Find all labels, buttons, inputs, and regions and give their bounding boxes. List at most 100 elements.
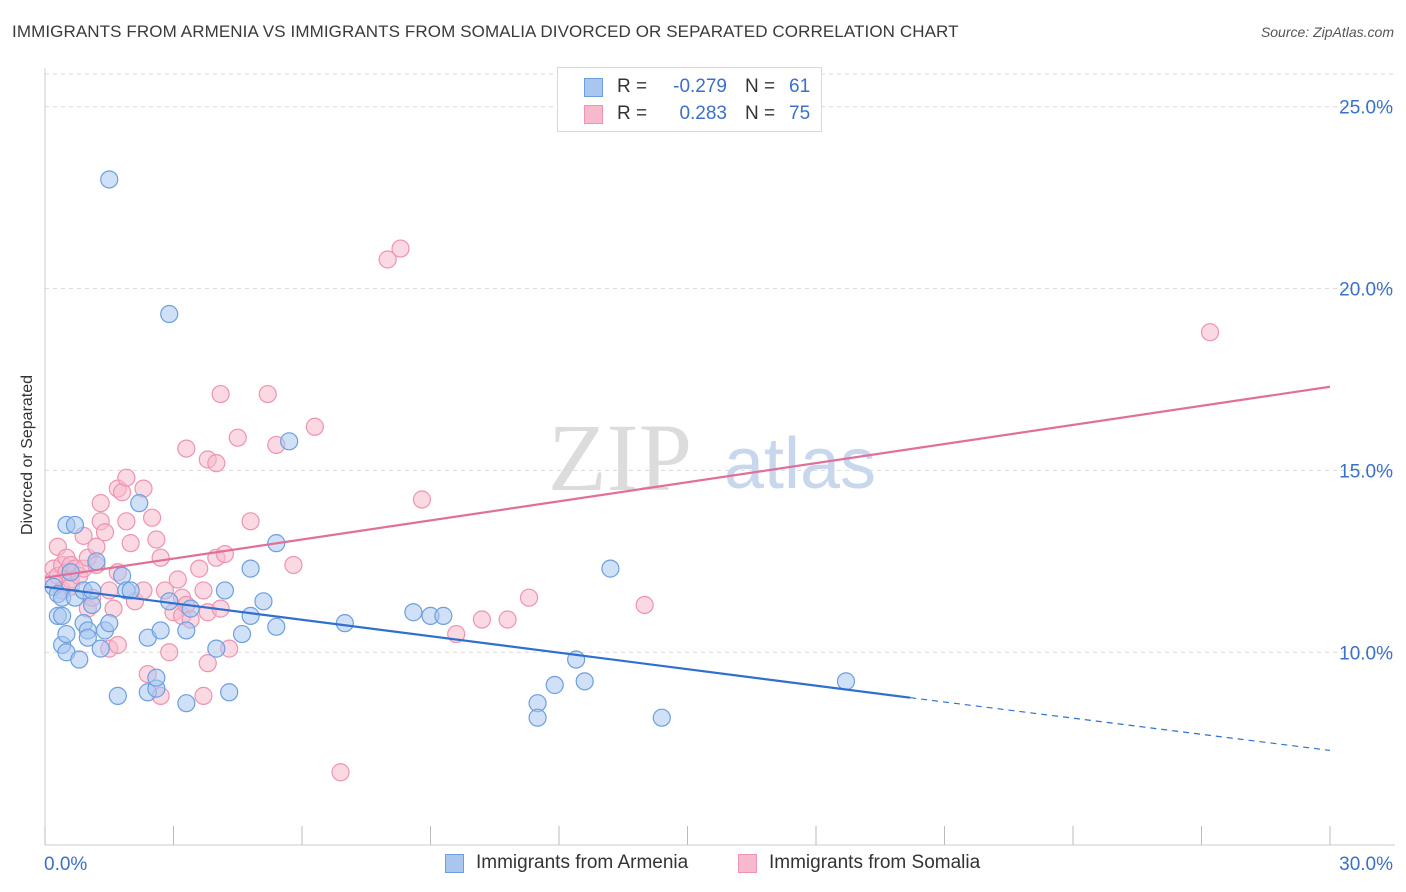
- point-somalia: [519, 588, 539, 607]
- source-label: Source: ZipAtlas.com: [1260, 24, 1394, 40]
- legend-r-label: R =: [617, 103, 648, 124]
- point-armenia: [160, 304, 179, 324]
- legend-swatch-armenia: [584, 77, 603, 97]
- point-armenia: [151, 621, 170, 640]
- trend-line-armenia-extension: [910, 697, 1331, 752]
- trend-line-somalia: [44, 385, 1331, 579]
- legend-r-value-somalia: 0.283: [679, 103, 727, 124]
- point-armenia: [91, 639, 110, 658]
- point-armenia: [575, 672, 594, 691]
- point-armenia: [100, 170, 119, 189]
- watermark-atlas: atlas: [724, 424, 876, 504]
- point-armenia: [83, 581, 102, 600]
- y-tick-label: 15.0%: [1339, 461, 1393, 482]
- point-somalia: [91, 494, 110, 513]
- point-somalia: [194, 581, 213, 600]
- point-armenia: [335, 614, 354, 633]
- point-somalia: [168, 570, 187, 589]
- series-armenia-points: [44, 170, 856, 727]
- point-armenia: [241, 559, 260, 578]
- bottom-legend-label-somalia: Immigrants from Somalia: [769, 852, 981, 873]
- point-somalia: [258, 384, 277, 404]
- point-armenia: [545, 675, 564, 695]
- point-armenia: [207, 639, 226, 658]
- point-armenia: [652, 708, 671, 727]
- axis-layer: [44, 68, 1395, 846]
- point-somalia: [160, 643, 179, 662]
- legend-n-label: N =: [745, 103, 776, 124]
- legend-n-label: N =: [745, 76, 776, 97]
- x-tick-label: 0.0%: [44, 854, 87, 875]
- point-armenia: [232, 624, 252, 644]
- point-somalia: [117, 512, 136, 531]
- point-somalia: [95, 523, 115, 542]
- legend-row-somalia: R = 0.283 N = 75: [558, 101, 810, 127]
- bottom-legend-swatch-somalia: [738, 853, 757, 873]
- point-somalia: [147, 530, 166, 549]
- point-armenia: [528, 708, 547, 727]
- point-somalia: [194, 686, 213, 705]
- tick-labels: 10.0% 15.0% 20.0% 25.0% 0.0% 30.0%: [44, 98, 1393, 875]
- y-tick-label: 10.0%: [1339, 643, 1393, 664]
- point-somalia: [211, 384, 230, 404]
- legend-r-label: R =: [617, 76, 648, 97]
- point-somalia: [228, 428, 247, 447]
- chart-title: IMMIGRANTS FROM ARMENIA VS IMMIGRANTS FR…: [12, 22, 959, 41]
- point-armenia: [181, 599, 200, 618]
- bottom-legend: Immigrants from Armenia Immigrants from …: [0, 852, 1406, 878]
- point-armenia: [836, 672, 856, 691]
- point-somalia: [635, 595, 654, 615]
- legend-box: R = -0.279 N = 61 R = 0.283 N = 75: [557, 67, 822, 132]
- trend-lines: [44, 385, 1331, 752]
- legend-r-value-armenia: -0.279: [673, 76, 727, 97]
- bottom-legend-armenia: Immigrants from Armenia: [445, 852, 688, 874]
- point-somalia: [117, 468, 136, 487]
- watermark-zip: ZIP: [548, 404, 692, 511]
- bottom-legend-somalia: Immigrants from Somalia: [738, 852, 980, 874]
- point-somalia: [142, 508, 162, 527]
- point-somalia: [498, 610, 517, 629]
- y-tick-label: 25.0%: [1339, 98, 1393, 119]
- point-armenia: [220, 683, 239, 702]
- bottom-legend-swatch-armenia: [445, 853, 464, 873]
- point-armenia: [254, 592, 273, 611]
- legend-row-armenia: R = -0.279 N = 61: [558, 74, 810, 100]
- point-armenia: [147, 668, 166, 687]
- point-armenia: [215, 581, 234, 600]
- point-somalia: [207, 454, 226, 473]
- point-somalia: [151, 548, 170, 567]
- point-somalia: [198, 654, 217, 673]
- point-somalia: [190, 559, 209, 578]
- point-armenia: [100, 614, 119, 633]
- trend-line-armenia: [44, 585, 911, 699]
- legend-n-value-somalia: 75: [789, 103, 811, 124]
- point-somalia: [412, 490, 432, 509]
- point-somalia: [331, 763, 350, 782]
- x-tick-label: 30.0%: [1339, 854, 1393, 875]
- point-armenia: [177, 621, 196, 640]
- legend-n-value-armenia: 61: [789, 76, 811, 97]
- point-somalia: [284, 555, 303, 575]
- point-armenia: [404, 603, 423, 622]
- point-armenia: [78, 628, 97, 647]
- point-somalia: [241, 512, 260, 531]
- point-armenia: [53, 606, 72, 625]
- point-armenia: [280, 432, 299, 451]
- point-armenia: [241, 606, 260, 625]
- y-tick-label: 20.0%: [1339, 280, 1393, 301]
- y-axis-label: Divorced or Separated: [19, 374, 36, 536]
- point-armenia: [70, 650, 89, 669]
- point-armenia: [130, 494, 149, 513]
- point-armenia: [601, 559, 620, 578]
- point-somalia: [472, 610, 491, 629]
- point-somalia: [378, 250, 397, 269]
- legend-swatch-somalia: [584, 104, 603, 124]
- point-somalia: [177, 439, 196, 458]
- point-somalia: [121, 534, 140, 553]
- point-somalia: [305, 417, 324, 436]
- bottom-legend-label-armenia: Immigrants from Armenia: [476, 852, 689, 873]
- point-armenia: [65, 515, 85, 535]
- point-armenia: [177, 694, 196, 713]
- point-armenia: [57, 624, 76, 644]
